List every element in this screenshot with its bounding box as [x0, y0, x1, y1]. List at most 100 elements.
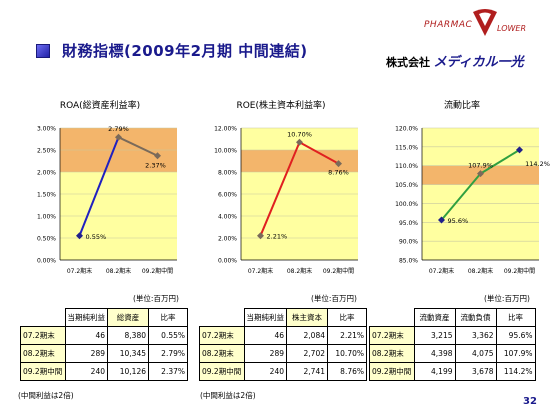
x-tick-label: 09.2期中間: [323, 267, 354, 275]
table-header: 総資産: [107, 308, 149, 327]
y-tick-label: 3.00%: [37, 126, 56, 133]
row-label: 09.2期中間: [199, 362, 245, 381]
y-tick-label: 1.50%: [37, 192, 56, 199]
data-point: [438, 216, 445, 224]
data-label: 10.70%: [287, 130, 312, 138]
data-point: [76, 232, 83, 240]
table-corner: [370, 309, 415, 327]
y-tick-label: 110.0%: [395, 163, 418, 170]
data-point: [335, 160, 342, 168]
title-bullet-icon: [36, 44, 50, 58]
table-cell: 2.21%: [327, 326, 367, 345]
series-line-segment: [78, 136, 120, 237]
row-label: 07.2期末: [20, 326, 66, 345]
table-header: 比率: [495, 308, 536, 327]
data-label: 0.55%: [86, 233, 107, 241]
table-header: 比率: [327, 308, 367, 327]
table-cell: 240: [243, 362, 287, 381]
table-cell: 107.9%: [495, 344, 536, 363]
y-tick-label: 105.0%: [395, 182, 418, 189]
table-cell: 240: [64, 362, 108, 381]
y-tick-label: 12.00%: [214, 126, 237, 133]
data-point: [257, 232, 264, 240]
table-cell: 0.55%: [148, 326, 188, 345]
table-cell: 3,362: [454, 326, 497, 345]
y-tick-label: 100.0%: [395, 201, 418, 208]
x-tick-label: 09.2期中間: [504, 267, 535, 275]
table-cell: 4,398: [413, 344, 456, 363]
y-tick-label: 8.00%: [218, 170, 237, 177]
table-cell: 4,075: [454, 344, 497, 363]
table-cell: 4,199: [413, 362, 456, 381]
row-label: 08.2期末: [20, 344, 66, 363]
table-cell: 2.79%: [148, 344, 188, 363]
footnote: (中間利益は2倍): [200, 391, 256, 400]
table-row: 08.2期末 289 2,702 10.70%: [199, 344, 367, 363]
y-tick-label: 2.00%: [37, 170, 56, 177]
y-tick-label: 120.0%: [395, 126, 418, 133]
row-label: 09.2期中間: [20, 362, 66, 381]
highlight-band: [241, 150, 358, 172]
table-row: 08.2期末 289 10,345 2.79%: [20, 344, 188, 363]
table-row: 08.2期末 4,398 4,075 107.9%: [369, 344, 536, 363]
logo-text: PHARMAC: [424, 20, 473, 30]
series-line-segment: [479, 149, 521, 175]
table-corner: [200, 309, 245, 327]
table-cell: 289: [64, 344, 108, 363]
table-corner: [21, 309, 66, 327]
table-cell: 8.76%: [327, 362, 367, 381]
table-cell: 2.37%: [148, 362, 188, 381]
logo-text-lower: LOWER: [497, 24, 527, 33]
charts-canvas: 0.00% 0.50% 1.00% 1.50% 2.00% 2.50% 3.00% 07.2期…: [37, 125, 550, 275]
table-header: 比率: [148, 308, 188, 327]
x-tick-label: 07.2期末: [429, 267, 454, 275]
table-current-ratio: 流動資産 流動負債 比率 07.2期末 3,215 3,362 95.6% 08…: [369, 308, 536, 381]
table-roe: 当期純利益 株主資本 比率 07.2期末 46 2,084 2.21% 08.2…: [199, 308, 367, 381]
y-tick-label: 0.00%: [218, 258, 237, 265]
table-header: 株主資本: [286, 308, 328, 327]
table-row: 07.2期末 46 8,380 0.55%: [20, 326, 188, 345]
x-tick-label: 08.2期末: [106, 267, 131, 275]
data-label: 2.79%: [108, 125, 129, 133]
table-header: 当期純利益: [64, 308, 108, 327]
data-point: [477, 170, 484, 178]
y-tick-label: 1.00%: [37, 214, 56, 221]
row-label: 07.2期末: [369, 326, 415, 345]
table-row: 07.2期末 46 2,084 2.21%: [199, 326, 367, 345]
table-cell: 3,678: [454, 362, 497, 381]
row-label: 09.2期中間: [369, 362, 415, 381]
series-line-segment: [259, 141, 301, 237]
y-tick-label: 90.0%: [399, 239, 418, 246]
table-cell: 46: [243, 326, 287, 345]
series-line-segment: [440, 172, 482, 221]
y-tick-label: 10.00%: [214, 148, 237, 155]
table-cell: 10,345: [107, 344, 149, 363]
company-brand: メディカル一光: [433, 55, 524, 70]
x-tick-label: 08.2期末: [287, 267, 312, 275]
unit-label: (単位:百万円): [484, 294, 530, 303]
x-tick-label: 07.2期末: [248, 267, 273, 275]
data-label: 2.21%: [267, 233, 288, 241]
table-roa: 当期純利益 総資産 比率 07.2期末 46 8,380 0.55% 08.2期…: [20, 308, 188, 381]
x-tick-label: 07.2期末: [67, 267, 92, 275]
data-label: 107.9%: [468, 162, 493, 170]
table-header: 当期純利益: [243, 308, 287, 327]
y-tick-label: 0.00%: [37, 258, 56, 265]
x-tick-label: 08.2期末: [468, 267, 493, 275]
unit-label: (単位:百万円): [133, 294, 179, 303]
plot-area: [422, 128, 539, 260]
y-tick-label: 85.0%: [399, 258, 418, 265]
y-tick-label: 2.50%: [37, 148, 56, 155]
data-label: 2.37%: [145, 162, 166, 170]
row-label: 08.2期末: [199, 344, 245, 363]
table-cell: 2,702: [286, 344, 328, 363]
y-tick-label: 6.00%: [218, 192, 237, 199]
y-tick-label: 2.00%: [218, 236, 237, 243]
y-tick-label: 115.0%: [395, 144, 418, 151]
data-label: 95.6%: [448, 217, 469, 225]
data-point: [115, 133, 122, 141]
flower-logo-icon: [473, 9, 497, 36]
table-cell: 2,084: [286, 326, 328, 345]
y-tick-label: 0.50%: [37, 236, 56, 243]
data-point: [154, 152, 161, 160]
